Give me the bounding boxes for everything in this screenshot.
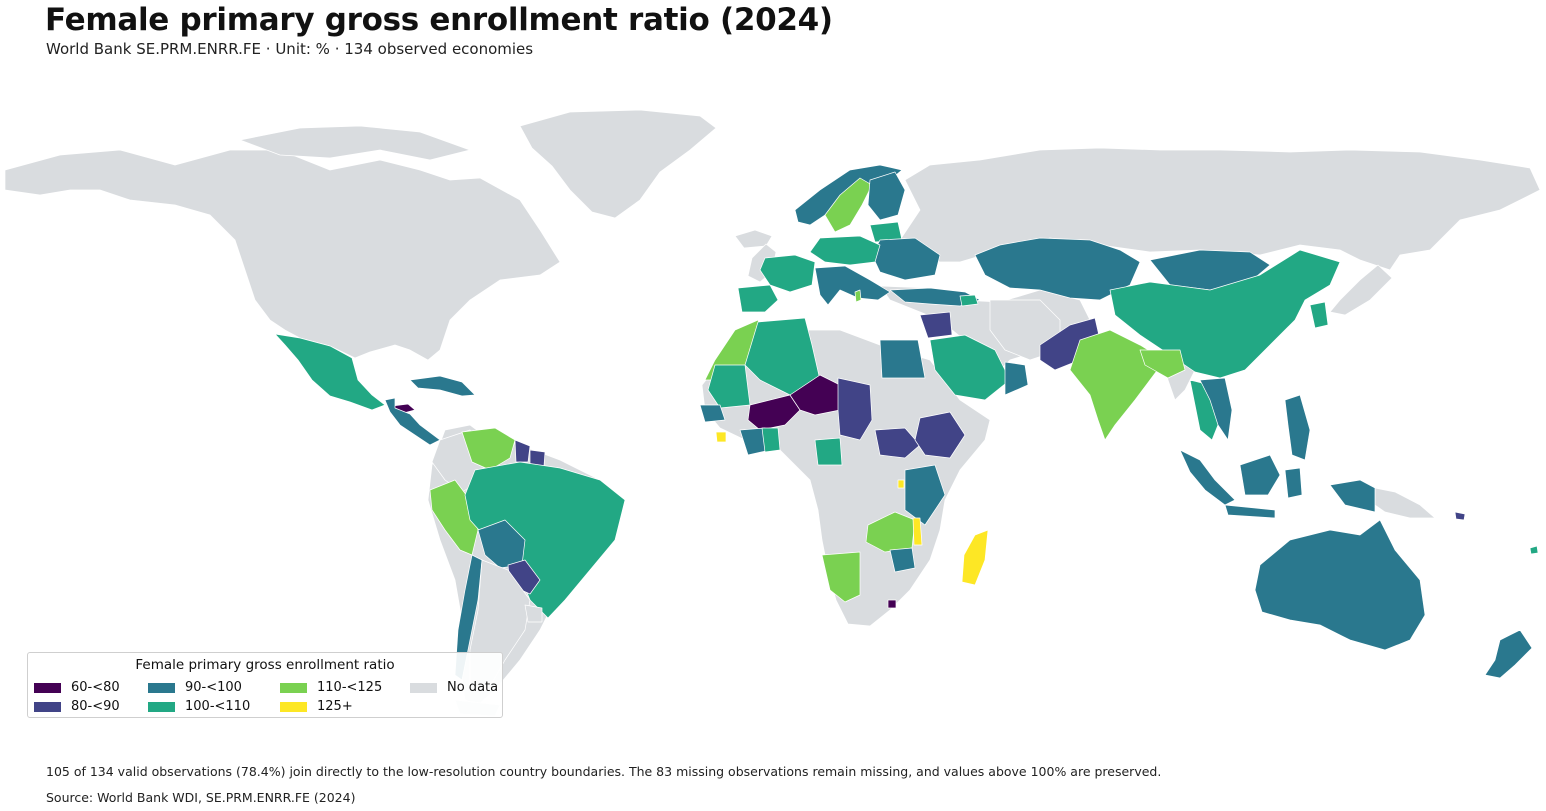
country-saudi-arabia <box>929 334 1011 401</box>
country-namibia <box>821 551 861 603</box>
country-madagascar <box>961 529 989 586</box>
legend-title: Female primary gross enrollment ratio <box>135 657 395 673</box>
country-sierra-leone <box>715 431 727 443</box>
country-sulawesi <box>1284 467 1303 499</box>
country-china <box>1109 249 1341 379</box>
country-guyana <box>514 439 531 463</box>
country-cameroon <box>814 437 843 466</box>
legend-swatch <box>148 701 175 712</box>
choropleth-map <box>4 109 1541 717</box>
legend-item-100-110: 100-<110 <box>148 699 250 714</box>
country-venezuela <box>461 427 516 471</box>
legend-item-80-90: 80-<90 <box>34 699 120 714</box>
country-new-zealand <box>1484 629 1533 679</box>
country-mauritania <box>707 364 751 409</box>
country-iberia <box>737 284 779 313</box>
country-pacific-small-2 <box>1454 511 1466 521</box>
country-philippines <box>1284 394 1311 461</box>
country-ethiopia <box>914 411 966 459</box>
country-sweden <box>824 177 873 233</box>
country-uruguay <box>524 604 543 623</box>
country-armenia <box>959 294 979 307</box>
country-italy-balkans <box>814 265 891 306</box>
map-title: Female primary gross enrollment ratio (2… <box>45 2 833 38</box>
country-canada-usa <box>4 149 561 361</box>
map-legend: Female primary gross enrollment ratio 60… <box>27 652 503 718</box>
source-note: Source: World Bank WDI, SE.PRM.ENRR.FE (… <box>46 790 356 805</box>
footnote: 105 of 134 valid observations (78.4%) jo… <box>46 764 1162 779</box>
legend-item-60-80: 60-<80 <box>34 680 120 695</box>
country-finland <box>867 171 906 221</box>
legend-label: 60-<80 <box>71 680 120 695</box>
country-new-guinea-west <box>1329 479 1376 513</box>
country-kazakhstan-central-asia <box>974 237 1141 301</box>
legend-item-125-plus: 125+ <box>280 699 353 714</box>
legend-swatch <box>280 701 307 712</box>
country-australia <box>1254 519 1426 651</box>
country-borneo <box>1239 454 1281 496</box>
country-chad <box>837 377 873 441</box>
country-ghana-togo <box>761 427 781 453</box>
legend-item-110-125: 110-<125 <box>280 680 382 695</box>
country-zimbabwe <box>889 547 916 573</box>
country-greenland <box>519 109 717 219</box>
legend-swatch <box>34 701 61 712</box>
legend-label: No data <box>447 680 499 695</box>
country-oman <box>1004 361 1029 396</box>
legend-swatch <box>34 682 61 693</box>
country-arctic-islands <box>239 125 471 161</box>
legend-label: 100-<110 <box>185 699 251 714</box>
country-lesotho <box>887 599 897 609</box>
country-mexico <box>274 333 386 411</box>
country-malaysia-sumatra <box>1179 449 1236 506</box>
country-poland-germany <box>809 235 881 266</box>
country-senegal-guinea <box>699 404 726 423</box>
country-burundi <box>897 479 905 489</box>
legend-label: 90-<100 <box>185 680 242 695</box>
legend-item-90-100: 90-<100 <box>148 680 242 695</box>
country-papua <box>1374 487 1436 519</box>
country-central-america <box>384 397 441 446</box>
legend-swatch <box>410 682 437 693</box>
legend-label: 125+ <box>317 699 353 714</box>
country-central-african <box>874 427 921 459</box>
country-egypt <box>879 339 926 379</box>
country-malawi <box>912 517 923 546</box>
country-balkan-small <box>854 289 862 303</box>
map-subtitle: World Bank SE.PRM.ENRR.FE · Unit: % · 13… <box>46 40 534 58</box>
country-syria-iraq <box>919 311 953 339</box>
country-india <box>1069 329 1166 441</box>
legend-item-no-data: No data <box>410 680 498 695</box>
country-nepal-bangladesh <box>1139 349 1186 379</box>
country-pacific-small <box>1529 545 1539 555</box>
country-japan <box>1329 264 1393 316</box>
country-java <box>1224 504 1276 519</box>
country-france <box>759 254 816 293</box>
country-vietnam-laos <box>1199 377 1233 441</box>
legend-label: 110-<125 <box>317 680 383 695</box>
legend-swatch <box>148 682 175 693</box>
country-korea <box>1309 301 1329 329</box>
country-iceland <box>734 229 773 249</box>
legend-swatch <box>280 682 307 693</box>
country-tanzania <box>904 464 946 526</box>
legend-label: 80-<90 <box>71 699 120 714</box>
country-cuba-caribbean <box>409 375 476 397</box>
